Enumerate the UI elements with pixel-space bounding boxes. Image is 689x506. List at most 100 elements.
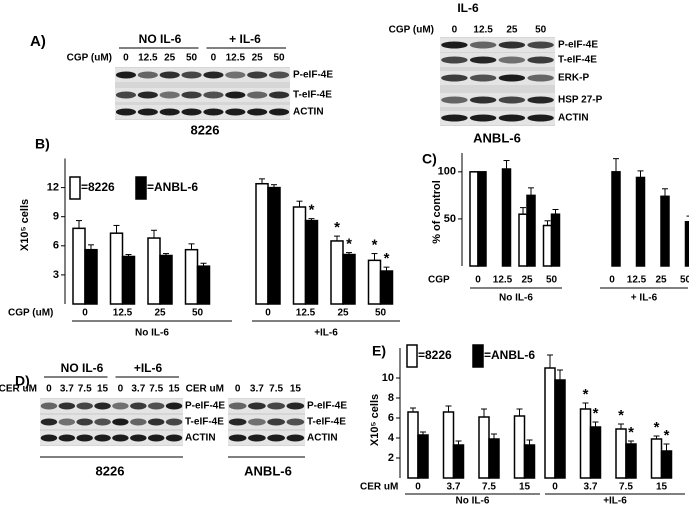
lane-label: 25 xyxy=(252,53,264,64)
blot-band xyxy=(269,91,290,99)
blot-band xyxy=(159,71,180,79)
row-label: P-eIF-4E xyxy=(558,40,598,51)
row-label: P-eIF-4E xyxy=(293,70,333,81)
x-tick-label: 12.5 xyxy=(493,275,513,286)
blot-band xyxy=(203,108,224,116)
x-tick-label: 7.5 xyxy=(482,482,496,493)
blot-band xyxy=(181,71,202,79)
panel-label: A) xyxy=(30,33,46,50)
blot-band xyxy=(225,91,246,99)
panel-label: B) xyxy=(35,136,50,152)
blot-strip xyxy=(40,399,183,413)
lane-title: CGP (uM) xyxy=(67,53,112,64)
lane-label: 0 xyxy=(46,384,52,395)
bar xyxy=(255,182,269,305)
bar xyxy=(660,450,673,479)
blot-band xyxy=(441,41,468,49)
blot-band xyxy=(112,434,129,442)
legend-swatch xyxy=(135,176,147,200)
blot-band xyxy=(130,402,147,410)
x-axis-label: CER uM xyxy=(360,482,398,493)
bar xyxy=(407,411,419,479)
lane-label: 0 xyxy=(118,384,124,395)
blot-band xyxy=(225,108,246,116)
bar xyxy=(544,367,556,479)
blot-strip xyxy=(40,431,183,445)
blot-band xyxy=(181,91,202,99)
blot-band xyxy=(247,71,268,79)
blot-band xyxy=(228,402,247,410)
lane-label: 15 xyxy=(290,384,302,395)
y-tick-label: 3 xyxy=(53,269,59,281)
blot-band xyxy=(94,402,111,410)
blot-band xyxy=(181,108,202,116)
y-tick-label: 50 xyxy=(444,213,456,225)
blot-band xyxy=(228,434,247,442)
blot-band xyxy=(112,402,129,410)
x-tick-label: 0 xyxy=(552,482,558,493)
significance-marker: * xyxy=(654,419,660,436)
lane-label: 50 xyxy=(274,53,286,64)
blot-strip xyxy=(440,93,555,107)
lane-label: 12.5 xyxy=(138,53,158,64)
blot-band xyxy=(76,402,93,410)
lane-title: CER uM xyxy=(0,384,37,395)
blot-band xyxy=(527,74,554,82)
significance-marker: * xyxy=(334,219,340,236)
x-tick-label: 12.5 xyxy=(627,275,647,286)
significance-marker: * xyxy=(372,237,378,254)
blot-band xyxy=(76,434,93,442)
blot-band xyxy=(286,434,305,442)
bar xyxy=(684,220,689,267)
y-tick-label: 12 xyxy=(47,182,59,194)
x-tick-label: 0 xyxy=(475,275,481,286)
bar xyxy=(554,379,566,479)
blot-band xyxy=(137,71,158,79)
blot-band xyxy=(247,91,268,99)
blot-band xyxy=(76,418,93,426)
blot-band xyxy=(441,74,468,82)
row-label: ACTIN xyxy=(558,113,589,124)
blot-band xyxy=(527,96,554,104)
blot-strip xyxy=(228,431,305,445)
blot-band xyxy=(269,108,290,116)
blot-header: IL-6 xyxy=(457,1,479,15)
lane-label: 0 xyxy=(452,25,458,36)
x-tick-label: 7.5 xyxy=(619,482,633,493)
bar xyxy=(542,224,553,267)
blot-band xyxy=(147,434,165,442)
blot-caption: ANBL-6 xyxy=(473,130,521,145)
bar xyxy=(417,434,429,479)
blot-band xyxy=(441,114,468,122)
bar xyxy=(550,213,561,267)
bar xyxy=(367,259,382,305)
blot-band xyxy=(248,418,266,426)
blot-header: + IL-6 xyxy=(229,32,261,46)
group-label: No IL-6 xyxy=(135,328,169,339)
bar xyxy=(469,171,479,267)
blot-band xyxy=(137,91,158,99)
lane-label: 7.5 xyxy=(269,384,283,395)
x-tick-label: 50 xyxy=(546,275,558,286)
blot-band xyxy=(58,402,76,410)
lane-label: 50 xyxy=(186,53,198,64)
lane-label: 12.5 xyxy=(226,53,246,64)
blot-strip xyxy=(440,53,555,67)
lane-label: 25 xyxy=(506,25,518,36)
significance-marker: * xyxy=(593,405,599,422)
group-label: No IL-6 xyxy=(499,293,533,304)
x-tick-label: 25 xyxy=(655,275,667,286)
bar xyxy=(625,443,637,479)
bar xyxy=(184,248,199,305)
blot-band xyxy=(115,71,136,79)
bar xyxy=(526,194,536,267)
lane-label: 0 xyxy=(123,53,129,64)
x-tick-label: 50 xyxy=(680,275,689,286)
blot-strip xyxy=(440,111,555,125)
bar xyxy=(615,428,627,479)
bar xyxy=(342,253,356,305)
blot-strip xyxy=(440,71,555,85)
y-tick-label: 8 xyxy=(388,392,394,404)
x-tick-label: 0 xyxy=(609,275,615,286)
bar xyxy=(109,232,124,305)
